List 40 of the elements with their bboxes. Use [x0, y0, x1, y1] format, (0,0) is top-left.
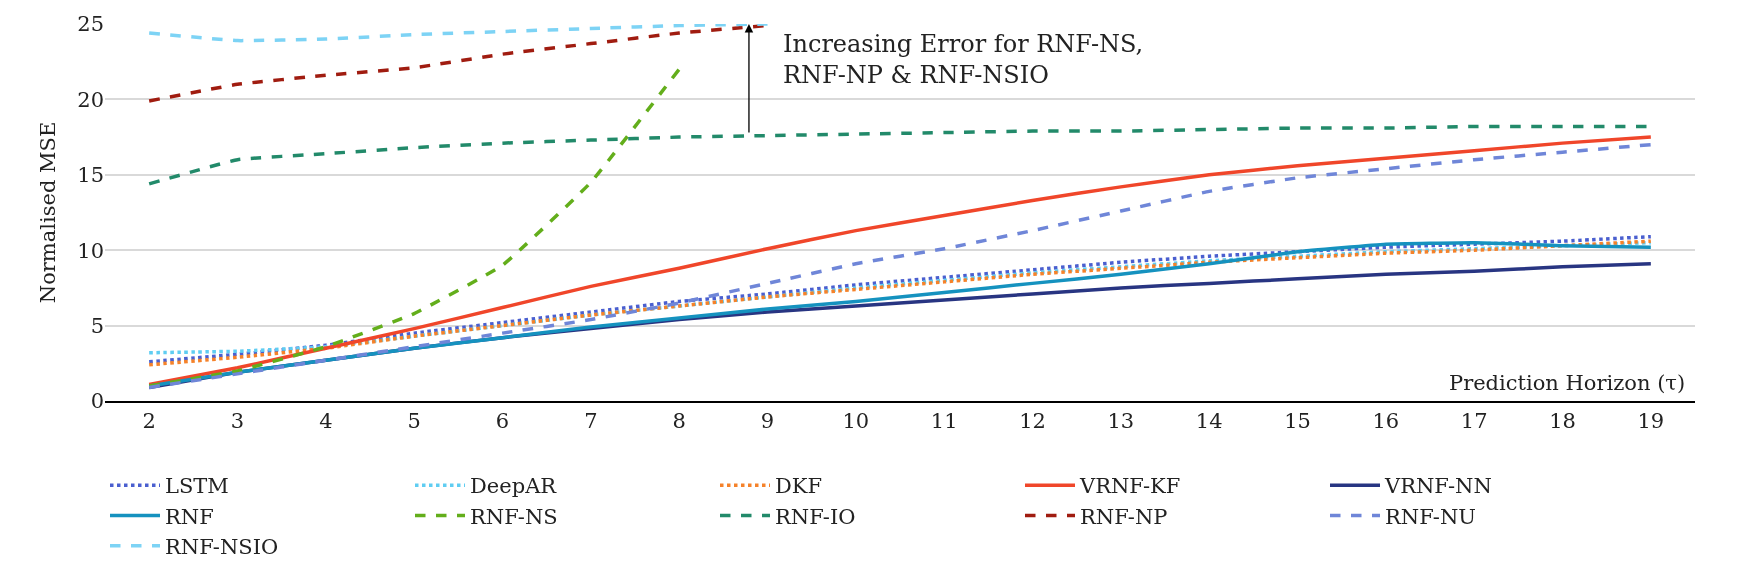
x-tick-label: 12 — [1019, 409, 1046, 434]
x-tick-label: 16 — [1372, 409, 1400, 434]
legend-label: RNF-IO — [775, 504, 856, 529]
x-tick-label: 7 — [584, 409, 598, 434]
legend-label: RNF-NP — [1080, 504, 1168, 529]
legend-label: RNF — [165, 504, 214, 529]
y-tick-label: 15 — [77, 163, 104, 188]
x-tick-label: 4 — [319, 409, 333, 434]
legend-label: RNF-NU — [1385, 504, 1476, 529]
x-tick-label: 2 — [142, 409, 156, 434]
legend-label: DKF — [775, 474, 823, 499]
legend-label: LSTM — [165, 474, 229, 499]
x-tick-label: 17 — [1460, 409, 1488, 434]
x-tick-label: 6 — [495, 409, 510, 434]
y-tick-label: 10 — [77, 238, 104, 263]
legend-label: VRNF-NN — [1384, 474, 1492, 499]
line-series — [147, 67, 681, 388]
x-tick-label: 13 — [1107, 409, 1135, 434]
x-tick-label: 8 — [672, 409, 686, 434]
x-tick-label: 10 — [842, 409, 870, 434]
y-tick-label: 25 — [77, 12, 104, 37]
x-tick-label: 9 — [760, 409, 775, 434]
y-tick-label: 5 — [90, 313, 104, 338]
x-tick-label: 14 — [1195, 409, 1223, 434]
legend-label: DeepAR — [470, 474, 558, 499]
y-tick-label: 0 — [90, 389, 104, 414]
legend-label: VRNF-KF — [1079, 474, 1181, 499]
line-series — [147, 24, 770, 43]
x-tick-label: 11 — [930, 409, 958, 434]
annotation: Increasing Error for RNF-NS, RNF-NP & RNF-NSIO — [783, 30, 1144, 90]
legend-label: RNF-NSIO — [165, 535, 279, 560]
x-tick-label: 18 — [1549, 409, 1576, 434]
y-tick-label: 20 — [77, 87, 104, 112]
x-tick-label: 15 — [1284, 409, 1311, 434]
x-tick-label: 3 — [230, 409, 245, 434]
y-axis-title: Normalised MSE — [36, 121, 61, 304]
x-tick-label: 5 — [407, 409, 421, 434]
x-tick-label: 19 — [1637, 409, 1665, 434]
legend-label: RNF-NS — [470, 504, 558, 529]
x-axis-title: Prediction Horizon (τ) — [1449, 371, 1686, 395]
